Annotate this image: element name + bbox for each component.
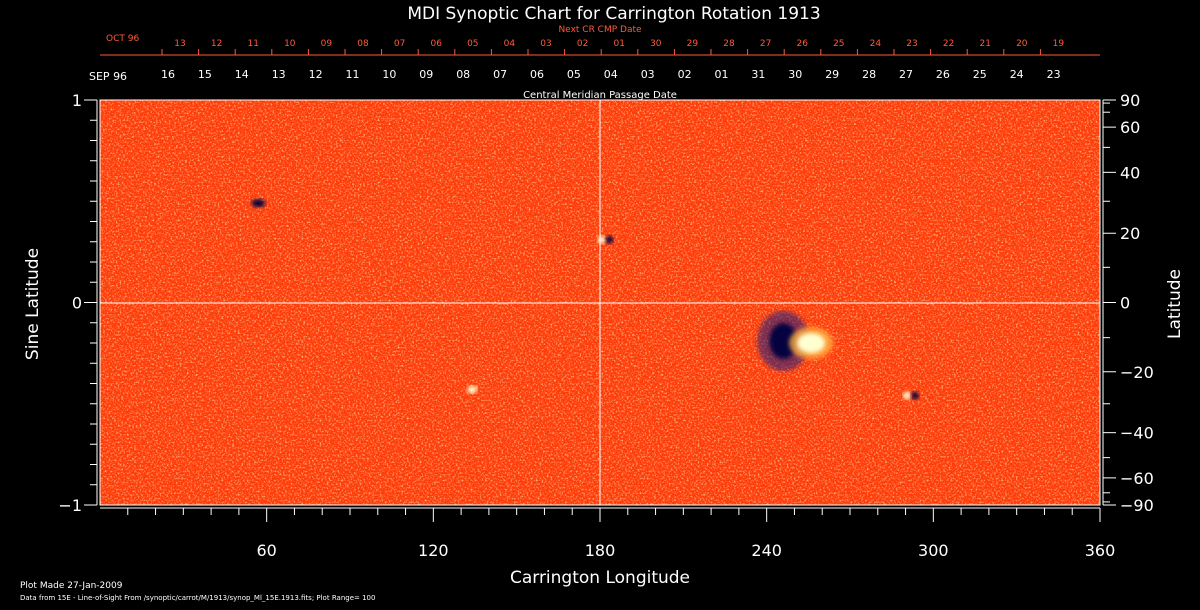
next-cr-date-label: 09 [321, 39, 333, 49]
cmp-date-label: 12 [309, 68, 323, 81]
x-tick-label: 300 [918, 541, 949, 560]
cmp-date-label: 26 [936, 68, 950, 81]
next-cr-date-label: 12 [211, 39, 222, 49]
cmp-date-label: 11 [346, 68, 360, 81]
next-cr-date-label: 19 [1053, 39, 1065, 49]
next-cr-date-label: 21 [979, 39, 990, 49]
y-right-tick-label: −20 [1120, 363, 1154, 382]
next-cr-date-label: 10 [284, 39, 296, 49]
next-cr-date-label: 11 [247, 39, 258, 49]
cmp-date-label: 09 [419, 68, 433, 81]
negative-polarity-core [769, 322, 798, 359]
y-left-tick-label: 1 [72, 91, 82, 110]
sep-label: SEP 96 [89, 70, 127, 83]
x-tick-label: 360 [1085, 541, 1116, 560]
y-axis-right-label: Latitude [1165, 269, 1185, 339]
cmp-date-label: 14 [235, 68, 249, 81]
cmp-date-label: 24 [1010, 68, 1024, 81]
next-cr-date-label: 25 [833, 39, 844, 49]
bipole-positive-spot [903, 391, 912, 400]
data-source-note: Data from 15E - Line-of-Sight From /syno… [20, 594, 375, 602]
next-cr-date-label: 27 [760, 39, 771, 49]
next-cr-date-label: 06 [430, 39, 442, 49]
y-axis-left: 1 0 −1 [58, 91, 98, 515]
chart-title: MDI Synoptic Chart for Carrington Rotati… [407, 4, 820, 24]
y-right-tick-label: 90 [1120, 91, 1140, 110]
positive-polarity-core [797, 333, 826, 353]
next-cr-date-label: 04 [504, 39, 516, 49]
cmp-date-label: 30 [788, 68, 802, 81]
y-right-tick-label: −60 [1120, 469, 1154, 488]
next-cr-date-label: 30 [650, 39, 662, 49]
cmp-date-label: 02 [678, 68, 692, 81]
cmp-date-label: 31 [751, 68, 765, 81]
cmp-date-label: 28 [862, 68, 876, 81]
active-regions [251, 199, 920, 400]
y-left-tick-label: 0 [72, 294, 82, 313]
cmp-date-ticks: 16 15 14 13 12 11 10 09 08 07 06 05 04 03 02 01 31 30 29 28… [161, 68, 1061, 81]
x-tick-label: 120 [418, 541, 449, 560]
x-axis-label: Carrington Longitude [510, 568, 690, 588]
x-tick-label: 180 [585, 541, 616, 560]
next-cr-date-label: 02 [577, 39, 588, 49]
cmp-date-label: 23 [1047, 68, 1061, 81]
y-axis-right: 90 60 40 20 0 −20 −40 −60 −90 [1102, 91, 1154, 515]
cmp-date-label: 03 [641, 68, 655, 81]
cmp-date-label: 25 [973, 68, 987, 81]
next-cr-date-label: 13 [174, 39, 185, 49]
y-right-tick-label: 60 [1120, 118, 1140, 137]
next-cr-date-label: 26 [796, 39, 808, 49]
y-right-tick-label: 0 [1120, 294, 1130, 313]
next-cr-date-label: 03 [540, 39, 551, 49]
oct-label: OCT 96 [106, 34, 139, 44]
bipole-negative-spot [605, 235, 614, 244]
next-cr-date-label: 05 [467, 39, 478, 49]
next-cr-date-label: 08 [357, 39, 369, 49]
cmp-date-label: 15 [198, 68, 212, 81]
cmp-date-label: 27 [899, 68, 913, 81]
y-right-tick-label: −90 [1120, 496, 1154, 515]
negative-spot [251, 199, 266, 208]
y-right-tick-label: 20 [1120, 224, 1140, 243]
next-cr-date-label: 23 [906, 39, 917, 49]
positive-spot [467, 385, 478, 394]
next-cr-date-label: 22 [943, 39, 954, 49]
next-cr-date-label: 20 [1016, 39, 1028, 49]
cmp-date-label: 16 [161, 68, 175, 81]
next-cr-date-label: 07 [394, 39, 405, 49]
cmp-date-label: 10 [382, 68, 396, 81]
cmp-label: Central Meridian Passage Date [523, 90, 677, 101]
cmp-date-label: 01 [715, 68, 729, 81]
cmp-date-label: 06 [530, 68, 544, 81]
next-cr-date-ticks: 13 12 11 10 09 08 07 06 05 04 03 02 01 30 29 28 27 26 25 24… [161, 39, 1065, 55]
cmp-date-label: 07 [493, 68, 507, 81]
cmp-date-label: 04 [604, 68, 618, 81]
next-cr-date-label: 01 [613, 39, 624, 49]
bipole-negative-spot [911, 391, 920, 400]
x-axis: 60 120 180 240 300 360 [100, 507, 1116, 560]
y-axis-left-label: Sine Latitude [23, 248, 43, 360]
cmp-date-label: 05 [567, 68, 581, 81]
next-cr-label: Next CR CMP Date [558, 25, 642, 35]
bipole-positive-spot [597, 235, 606, 244]
y-left-tick-label: −1 [58, 496, 82, 515]
top-date-axes: Next CR CMP Date OCT 96 13 12 11 10 09 08 07 06… [89, 25, 1100, 101]
plot-made-note: Plot Made 27-Jan-2009 [20, 581, 123, 591]
map-frame [99, 99, 1101, 506]
cmp-date-label: 13 [272, 68, 286, 81]
magnetogram-map [99, 99, 1101, 506]
x-tick-label: 60 [256, 541, 276, 560]
cmp-date-label: 29 [825, 68, 839, 81]
next-cr-date-label: 28 [723, 39, 735, 49]
next-cr-date-label: 29 [687, 39, 699, 49]
next-cr-date-label: 24 [870, 39, 882, 49]
y-right-tick-label: 40 [1120, 163, 1140, 182]
cmp-date-label: 08 [456, 68, 470, 81]
x-tick-label: 240 [751, 541, 782, 560]
y-right-tick-label: −40 [1120, 424, 1154, 443]
